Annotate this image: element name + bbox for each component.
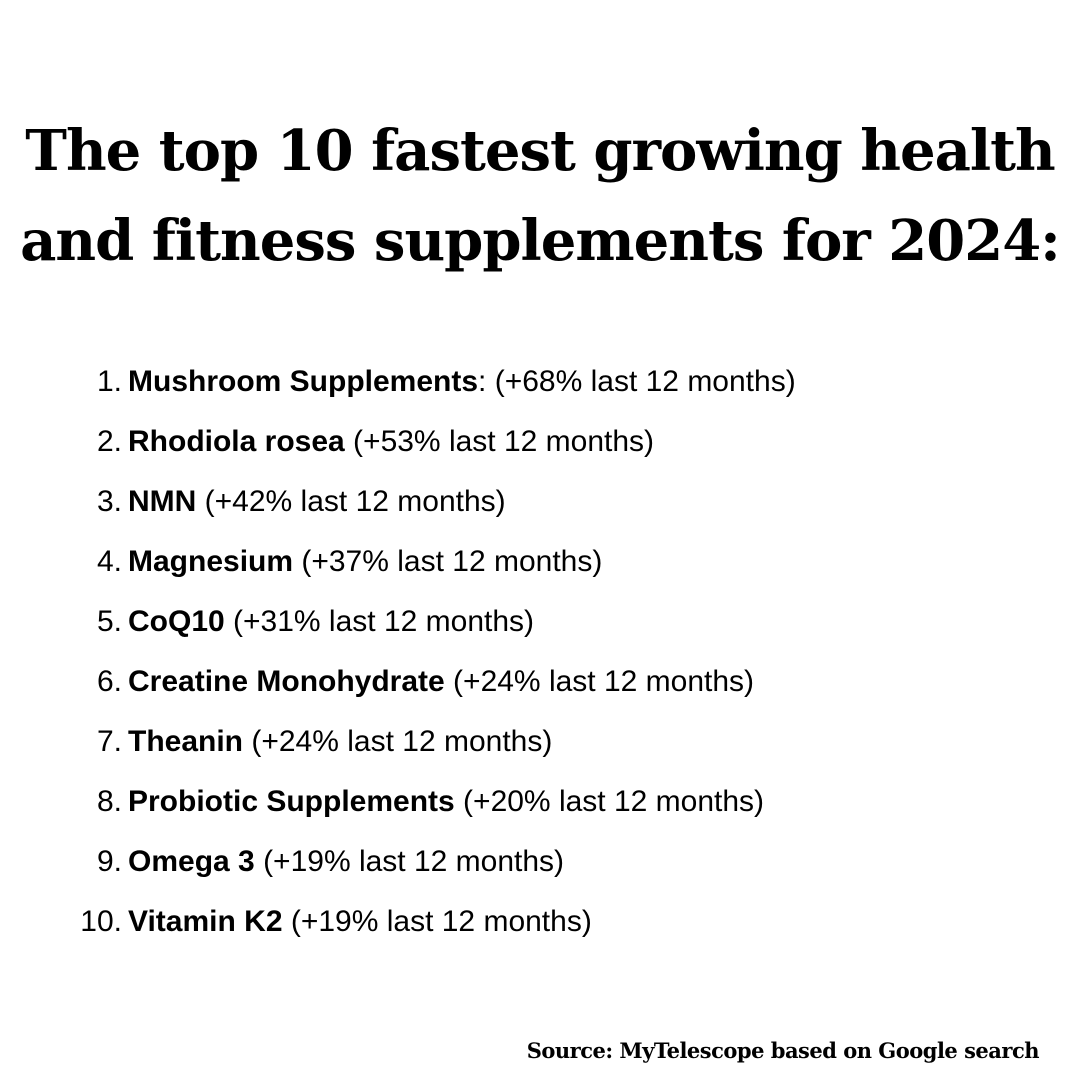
list-item: 8. Probiotic Supplements (+20% last 12 m… — [0, 772, 1080, 832]
item-content: Probiotic Supplements (+20% last 12 mont… — [128, 772, 764, 832]
item-content: Mushroom Supplements: (+68% last 12 mont… — [128, 352, 796, 412]
list-item: 2. Rhodiola rosea (+53% last 12 months) — [0, 412, 1080, 472]
list-item: 10. Vitamin K2 (+19% last 12 months) — [0, 892, 1080, 952]
item-content: Rhodiola rosea (+53% last 12 months) — [128, 412, 654, 472]
item-name: Vitamin K2 — [128, 905, 283, 938]
item-content: Magnesium (+37% last 12 months) — [128, 532, 602, 592]
item-detail: (+24% last 12 months) — [243, 725, 553, 758]
item-name: Creatine Monohydrate — [128, 665, 445, 698]
item-number: 2. — [96, 425, 122, 458]
item-name: Probiotic Supplements — [128, 785, 455, 818]
item-detail: (+42% last 12 months) — [196, 485, 506, 518]
item-name: CoQ10 — [128, 605, 225, 638]
item-name: Omega 3 — [128, 845, 255, 878]
item-number: 9. — [96, 845, 122, 878]
item-detail: (+53% last 12 months) — [344, 425, 655, 458]
item-name: Rhodiola rosea — [128, 425, 345, 458]
item-name: NMN — [128, 485, 197, 518]
item-detail: (+31% last 12 months) — [224, 605, 535, 638]
list-item: 9. Omega 3 (+19% last 12 months) — [0, 832, 1080, 892]
item-detail: (+19% last 12 months) — [282, 905, 592, 938]
item-content: Creatine Monohydrate (+24% last 12 month… — [128, 652, 754, 712]
item-name: Theanin — [128, 725, 244, 758]
list-item: 3. NMN (+42% last 12 months) — [0, 472, 1080, 532]
item-detail: (+20% last 12 months) — [454, 785, 765, 818]
item-content: CoQ10 (+31% last 12 months) — [128, 592, 534, 652]
item-detail: (+37% last 12 months) — [293, 545, 603, 578]
page-title: The top 10 fastest growing health and fi… — [0, 106, 1080, 286]
item-name: Magnesium — [128, 545, 294, 578]
item-number: 7. — [96, 725, 122, 758]
item-number: 4. — [96, 545, 122, 578]
item-number: 10. — [80, 905, 122, 938]
title-line-2: and fitness supplements for 2024: — [20, 208, 1061, 274]
list-item: 1. Mushroom Supplements: (+68% last 12 m… — [0, 352, 1080, 412]
list-item: 6. Creatine Monohydrate (+24% last 12 mo… — [0, 652, 1080, 712]
item-content: Theanin (+24% last 12 months) — [128, 712, 552, 772]
item-number: 5. — [96, 605, 122, 638]
item-detail: (+19% last 12 months) — [254, 845, 565, 878]
item-content: Omega 3 (+19% last 12 months) — [128, 832, 564, 892]
title-line-1: The top 10 fastest growing health — [25, 118, 1055, 184]
item-number: 1. — [96, 365, 122, 398]
list-item: 5. CoQ10 (+31% last 12 months) — [0, 592, 1080, 652]
supplement-list: 1. Mushroom Supplements: (+68% last 12 m… — [0, 352, 1080, 952]
list-item: 4. Magnesium (+37% last 12 months) — [0, 532, 1080, 592]
list-item: 7. Theanin (+24% last 12 months) — [0, 712, 1080, 772]
item-number: 6. — [96, 665, 122, 698]
item-name: Mushroom Supplements — [128, 365, 479, 398]
item-content: NMN (+42% last 12 months) — [128, 472, 506, 532]
item-content: Vitamin K2 (+19% last 12 months) — [128, 892, 592, 952]
item-number: 8. — [96, 785, 122, 818]
source-credit: Source: MyTelescope based on Google sear… — [526, 1038, 1040, 1063]
item-detail: : (+68% last 12 months) — [478, 365, 796, 398]
item-detail: (+24% last 12 months) — [444, 665, 755, 698]
item-number: 3. — [96, 485, 122, 518]
